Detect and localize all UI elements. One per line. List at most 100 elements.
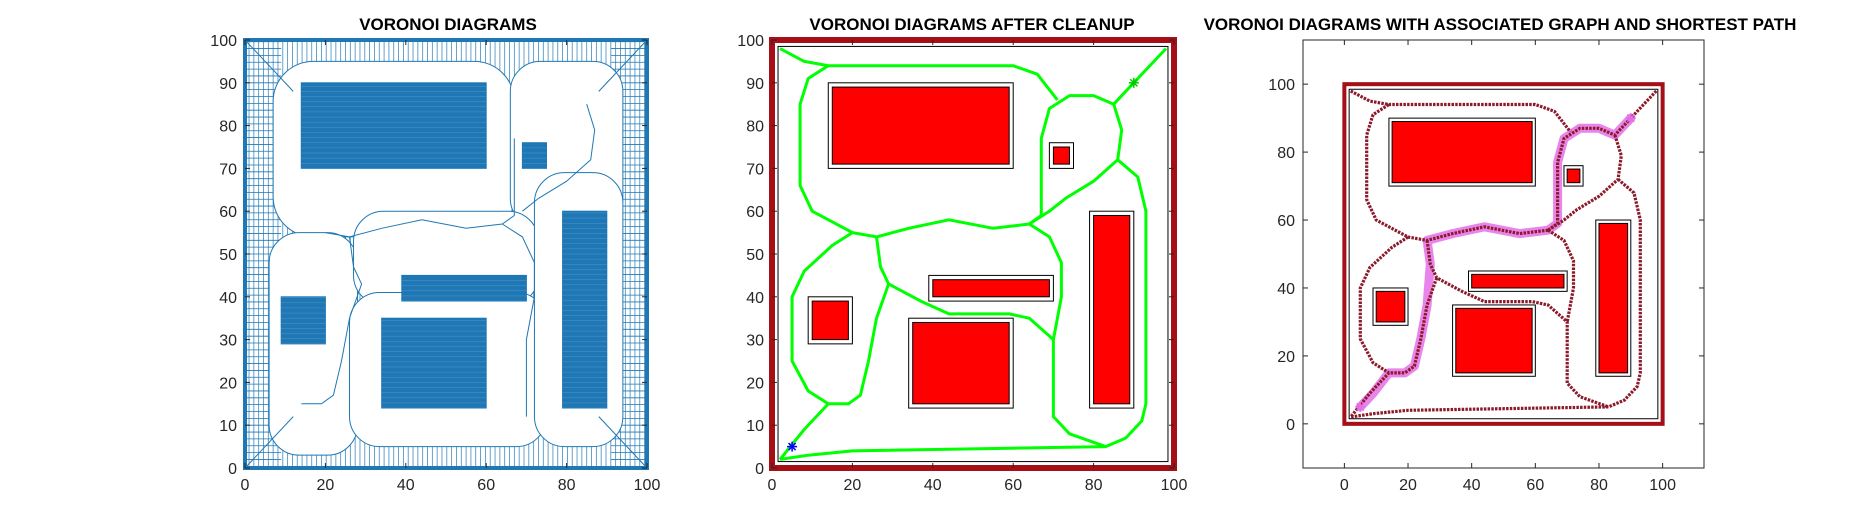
y-tick-label: 80 <box>1277 145 1295 162</box>
goal-marker <box>1129 78 1138 87</box>
y-tick-label: 90 <box>219 76 237 93</box>
x-tick-label: 40 <box>1463 477 1481 494</box>
graph-edge <box>1547 228 1576 323</box>
y-tick-label: 100 <box>1268 77 1295 94</box>
obstacle <box>300 82 487 169</box>
panel-2-y-tick-labels: 0 10 20 30 40 50 60 70 80 90 100 <box>737 33 1174 478</box>
obstacle <box>831 86 1010 165</box>
x-tick-label: 20 <box>1399 477 1417 494</box>
panel-1-y-tick-labels: 0 10 20 30 40 50 60 70 80 90 100 <box>210 33 647 478</box>
y-tick-label: 90 <box>746 76 764 93</box>
voronoi-edge <box>779 158 1148 461</box>
map-boundary-inner <box>1348 88 1659 420</box>
x-tick-label: 40 <box>397 477 415 494</box>
graph-edge <box>1350 178 1642 419</box>
x-tick-label: 80 <box>558 477 576 494</box>
y-tick-label: 20 <box>746 375 764 392</box>
voronoi-edge <box>522 104 596 212</box>
y-tick-label: 40 <box>1277 281 1295 298</box>
graph-edge <box>1358 235 1409 375</box>
obstacle <box>1052 146 1070 165</box>
panel-1-x-tick-labels: 0 20 40 60 80 100 <box>241 40 661 494</box>
obstacle <box>521 142 548 169</box>
voronoi-corner-edge <box>244 39 294 92</box>
x-tick-label: 100 <box>634 477 661 494</box>
panel-3-y-tick-labels: 0 20 40 60 80 100 <box>1268 77 1704 434</box>
panel-3-title: VORONOI DIAGRAMS WITH ASSOCIATED GRAPH A… <box>1204 15 1797 34</box>
y-tick-label: 100 <box>210 33 237 50</box>
obstacle <box>1455 307 1533 374</box>
obstacle <box>912 321 1010 405</box>
panel-voronoi-after-cleanup: VORONOI DIAGRAMS AFTER CLEANUP 0 20 40 60 80… <box>737 15 1187 494</box>
obstacle <box>562 210 608 409</box>
obstacle <box>1471 273 1565 289</box>
voronoi-edge <box>778 283 891 461</box>
x-tick-label: 60 <box>1526 477 1544 494</box>
y-tick-label: 60 <box>219 204 237 221</box>
y-tick-label: 50 <box>746 247 764 264</box>
y-tick-label: 40 <box>746 290 764 307</box>
map-boundary-inner <box>777 45 1169 463</box>
y-tick-label: 10 <box>219 418 237 435</box>
voronoi-edge <box>1028 103 1124 226</box>
y-tick-label: 70 <box>219 161 237 178</box>
voronoi-corner-edge <box>598 39 648 92</box>
graph-edge <box>1349 89 1572 133</box>
x-tick-label: 0 <box>241 477 250 494</box>
graph-edge <box>1349 277 1439 419</box>
x-tick-label: 60 <box>1004 477 1022 494</box>
y-tick-label: 100 <box>737 33 764 50</box>
obstacle <box>811 300 849 341</box>
voronoi-corner-edge <box>244 416 294 469</box>
panel-graph-shortest-path: VORONOI DIAGRAMS WITH ASSOCIATED GRAPH A… <box>1204 15 1797 494</box>
panel-3-marks <box>1342 82 1665 426</box>
panel-1-marks <box>243 38 649 470</box>
y-tick-label: 0 <box>755 461 764 478</box>
panel-2-title: VORONOI DIAGRAMS AFTER CLEANUP <box>809 15 1134 34</box>
map-boundary <box>1342 82 1665 426</box>
graph-edge <box>1425 240 1610 409</box>
voronoi-edge <box>325 138 515 238</box>
panel-2-marks <box>769 37 1177 471</box>
voronoi-edge <box>790 231 854 406</box>
y-tick-label: 40 <box>219 290 237 307</box>
y-tick-label: 30 <box>746 333 764 350</box>
obstacle <box>932 279 1050 298</box>
y-tick-label: 60 <box>746 204 764 221</box>
x-tick-label: 60 <box>477 477 495 494</box>
y-tick-label: 50 <box>219 247 237 264</box>
voronoi-edge <box>1028 222 1063 340</box>
x-tick-label: 20 <box>844 477 862 494</box>
y-tick-label: 20 <box>219 375 237 392</box>
obstacle <box>1391 121 1533 184</box>
voronoi-edge <box>875 236 1107 449</box>
y-tick-label: 30 <box>219 333 237 350</box>
graph-edge <box>1547 134 1623 232</box>
panel-1-title: VORONOI DIAGRAMS <box>359 15 537 34</box>
voronoi-corner-edge <box>598 416 648 469</box>
x-tick-label: 80 <box>1590 477 1608 494</box>
panel-2-x-tick-labels: 0 20 40 60 80 100 <box>768 40 1187 494</box>
y-tick-label: 20 <box>1277 349 1295 366</box>
x-tick-label: 0 <box>768 477 777 494</box>
start-marker <box>1356 402 1365 411</box>
y-tick-label: 10 <box>746 418 764 435</box>
x-tick-label: 0 <box>1340 477 1349 494</box>
x-tick-label: 20 <box>317 477 335 494</box>
obstacle <box>1566 168 1581 184</box>
obstacle <box>401 274 527 302</box>
y-tick-label: 60 <box>1277 213 1295 230</box>
obstacle <box>1598 222 1629 374</box>
obstacle <box>1093 214 1131 405</box>
obstacle <box>280 296 326 345</box>
obstacle <box>1375 290 1406 323</box>
start-marker <box>788 442 797 451</box>
x-tick-label: 100 <box>1649 477 1676 494</box>
goal-marker <box>1626 114 1635 123</box>
panel-voronoi-diagrams: VORONOI DIAGRAMS 0 20 40 60 80 100 0 10 20 30 40 5… <box>210 15 660 494</box>
x-tick-label: 80 <box>1085 477 1103 494</box>
voronoi-edge <box>779 47 1059 101</box>
voronoi-edge <box>301 236 363 405</box>
obstacle <box>381 317 487 409</box>
